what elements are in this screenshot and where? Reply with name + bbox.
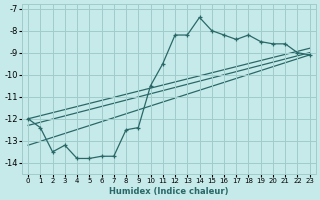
X-axis label: Humidex (Indice chaleur): Humidex (Indice chaleur) xyxy=(109,187,229,196)
